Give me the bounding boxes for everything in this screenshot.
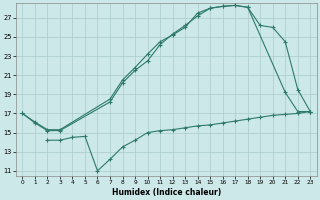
X-axis label: Humidex (Indice chaleur): Humidex (Indice chaleur) <box>112 188 221 197</box>
